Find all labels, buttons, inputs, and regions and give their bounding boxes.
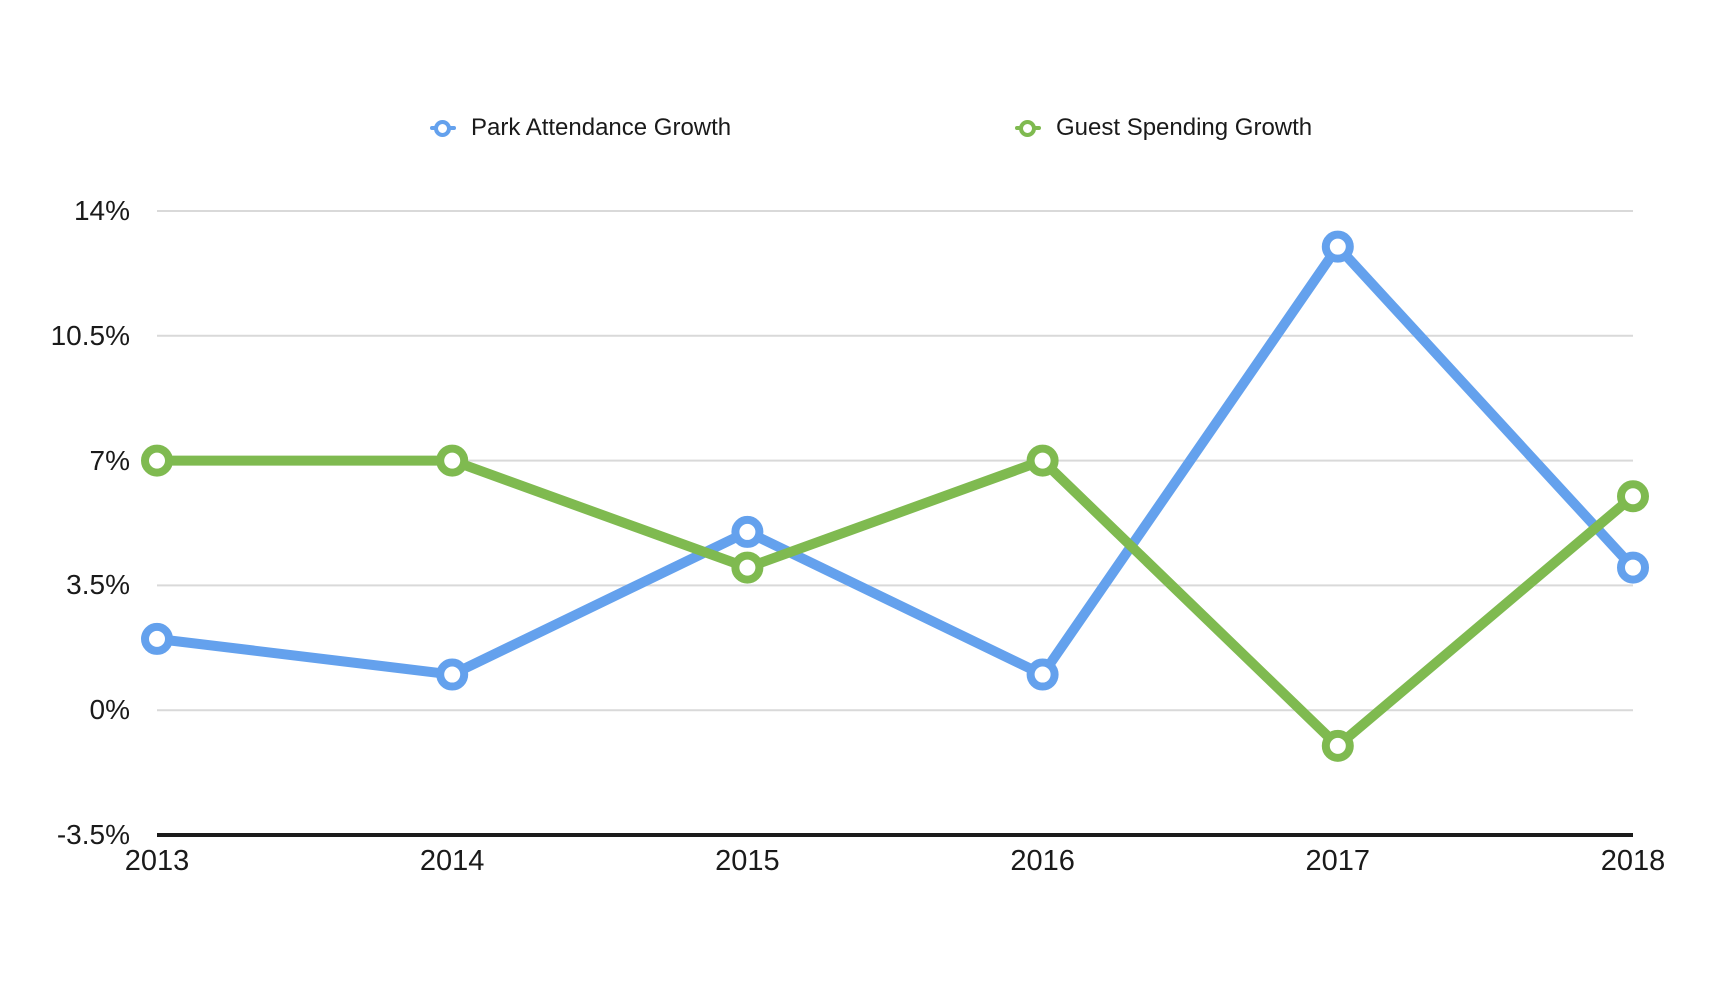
- legend-label-guest-spending-growth: Guest Spending Growth: [1056, 114, 1313, 141]
- data-point[interactable]: [1026, 444, 1059, 477]
- data-point[interactable]: [141, 622, 173, 655]
- open-circle-marker-icon: [434, 119, 451, 137]
- data-point[interactable]: [436, 658, 469, 691]
- data-point[interactable]: [731, 551, 764, 584]
- legend-item-park-attendance-growth[interactable]: Park Attendance Growth: [430, 108, 731, 148]
- x-tick-label: 2014: [419, 845, 485, 877]
- data-point[interactable]: [731, 515, 764, 548]
- legend-item-guest-spending-growth[interactable]: Guest Spending Growth: [1015, 108, 1312, 148]
- data-point[interactable]: [436, 444, 469, 477]
- data-point[interactable]: [141, 444, 173, 477]
- y-tick-label: 3.5%: [66, 569, 130, 601]
- y-tick-label: -3.5%: [56, 819, 130, 850]
- series-line-1: [152, 455, 1638, 751]
- open-circle-marker-icon: [1019, 119, 1036, 137]
- y-tick-label: 10.5%: [50, 319, 130, 351]
- x-tick-label: 2017: [1305, 845, 1371, 877]
- data-point[interactable]: [1321, 230, 1354, 263]
- data-point[interactable]: [1026, 658, 1059, 691]
- x-tick-label: 2015: [715, 845, 780, 877]
- x-tick-label: 2013: [124, 845, 190, 877]
- x-tick-label: 2018: [1600, 845, 1666, 877]
- data-point[interactable]: [1617, 480, 1649, 513]
- series-line-0: [152, 241, 1638, 680]
- y-tick-label: 0%: [89, 694, 130, 726]
- y-tick-label: 14%: [73, 195, 130, 226]
- data-point[interactable]: [1321, 729, 1354, 762]
- x-tick-label: 2016: [1010, 845, 1075, 877]
- data-point[interactable]: [1617, 551, 1649, 584]
- y-tick-label: 7%: [89, 444, 130, 476]
- guest-spending-series-marker-icon: [1015, 119, 1041, 137]
- legend-label-park-attendance-growth: Park Attendance Growth: [471, 114, 732, 141]
- park-attendance-series-marker-icon: [430, 119, 456, 137]
